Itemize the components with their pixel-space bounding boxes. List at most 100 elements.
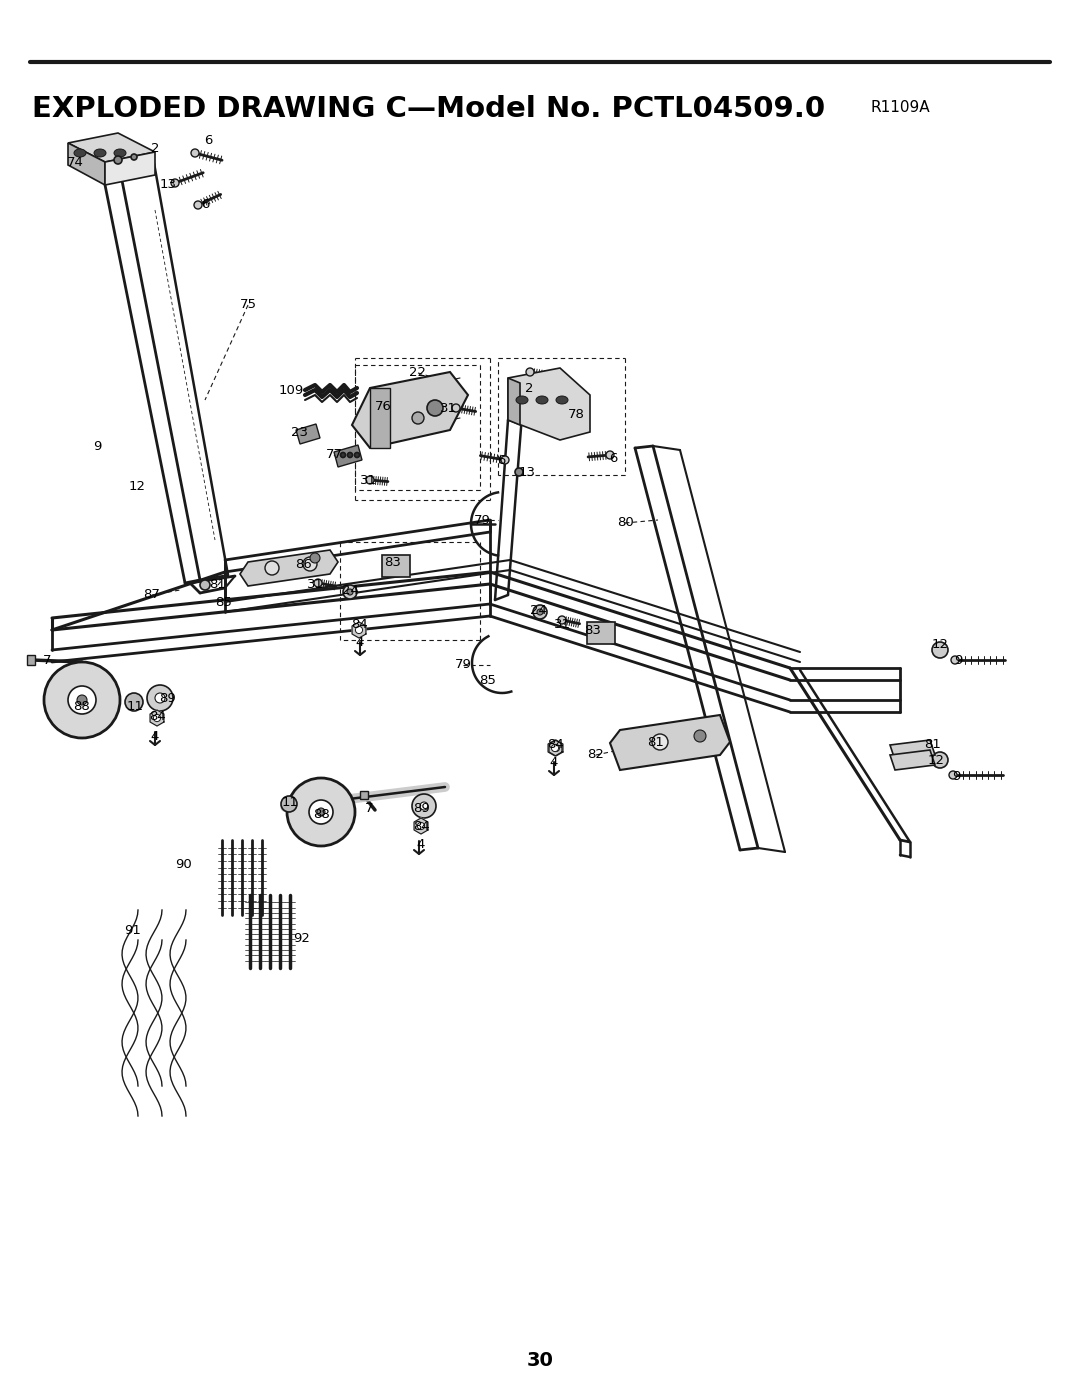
Text: 81: 81 — [648, 735, 664, 749]
Text: 4: 4 — [417, 838, 426, 852]
Polygon shape — [890, 750, 935, 770]
Text: 84: 84 — [548, 738, 565, 750]
Text: 91: 91 — [124, 923, 141, 936]
Polygon shape — [334, 446, 362, 467]
Circle shape — [951, 657, 959, 664]
Polygon shape — [508, 379, 519, 425]
Polygon shape — [240, 550, 338, 585]
Circle shape — [287, 778, 355, 847]
Text: 2: 2 — [525, 381, 534, 394]
Circle shape — [44, 662, 120, 738]
Circle shape — [427, 400, 443, 416]
Polygon shape — [610, 715, 730, 770]
Text: 31: 31 — [554, 617, 570, 630]
Circle shape — [652, 733, 669, 750]
Circle shape — [420, 802, 428, 810]
Text: 12: 12 — [928, 753, 945, 767]
Text: 2: 2 — [151, 141, 159, 155]
Circle shape — [694, 731, 706, 742]
Circle shape — [309, 800, 333, 824]
Text: EXPLODED DRAWING C—Model No. PCTL04509.0: EXPLODED DRAWING C—Model No. PCTL04509.0 — [32, 95, 825, 123]
Text: 6: 6 — [201, 198, 210, 211]
Text: 79: 79 — [473, 514, 490, 527]
Polygon shape — [352, 372, 468, 448]
Circle shape — [932, 643, 948, 658]
Polygon shape — [296, 425, 320, 444]
Circle shape — [156, 693, 165, 703]
Text: 77: 77 — [325, 448, 342, 461]
Circle shape — [318, 807, 325, 816]
Circle shape — [348, 453, 352, 457]
Text: 76: 76 — [375, 400, 391, 412]
Text: 88: 88 — [73, 700, 91, 714]
Circle shape — [114, 156, 122, 163]
Circle shape — [200, 580, 210, 590]
Circle shape — [194, 201, 202, 210]
Text: 4: 4 — [550, 757, 558, 770]
Circle shape — [417, 823, 424, 830]
Text: 7: 7 — [43, 654, 51, 666]
Circle shape — [606, 451, 615, 460]
Text: 84: 84 — [413, 820, 430, 833]
Circle shape — [347, 590, 353, 595]
Text: 13: 13 — [518, 465, 536, 479]
Circle shape — [303, 557, 318, 571]
Polygon shape — [352, 622, 366, 638]
Circle shape — [125, 693, 143, 711]
Text: 11: 11 — [126, 700, 144, 712]
Text: 78: 78 — [568, 408, 584, 422]
Text: 81: 81 — [924, 739, 942, 752]
Text: 7: 7 — [365, 802, 374, 814]
Text: 84: 84 — [352, 617, 368, 630]
Text: 90: 90 — [175, 859, 191, 872]
Ellipse shape — [94, 149, 106, 156]
Polygon shape — [890, 740, 935, 760]
Text: 74: 74 — [67, 156, 83, 169]
Polygon shape — [414, 819, 428, 834]
Circle shape — [354, 453, 360, 457]
Bar — [360, 791, 368, 799]
Circle shape — [147, 685, 173, 711]
Text: 6: 6 — [609, 453, 617, 465]
Circle shape — [411, 412, 424, 425]
Circle shape — [552, 745, 558, 752]
Ellipse shape — [536, 395, 548, 404]
Bar — [382, 555, 410, 577]
Text: 81: 81 — [210, 578, 227, 591]
Text: 22: 22 — [409, 366, 427, 380]
Text: 92: 92 — [294, 932, 310, 944]
Text: 75: 75 — [240, 299, 257, 312]
Circle shape — [552, 745, 559, 752]
Ellipse shape — [556, 395, 568, 404]
Circle shape — [949, 771, 957, 780]
Text: 12: 12 — [129, 481, 146, 493]
Text: 84: 84 — [150, 710, 166, 722]
Text: 30: 30 — [527, 1351, 553, 1369]
Text: 11: 11 — [282, 795, 298, 809]
Text: 4: 4 — [151, 729, 159, 742]
Text: 6: 6 — [204, 134, 212, 147]
Text: 12: 12 — [931, 637, 948, 651]
Circle shape — [411, 793, 436, 819]
Text: 23: 23 — [291, 426, 308, 439]
Text: 24: 24 — [341, 584, 359, 597]
Text: 9: 9 — [93, 440, 102, 453]
Bar — [588, 622, 615, 644]
Bar — [27, 655, 35, 665]
Text: 88: 88 — [312, 807, 329, 820]
Circle shape — [153, 714, 161, 722]
Circle shape — [343, 585, 357, 599]
Circle shape — [558, 616, 566, 624]
Ellipse shape — [516, 395, 528, 404]
Polygon shape — [508, 367, 590, 440]
Circle shape — [191, 149, 199, 156]
Circle shape — [526, 367, 534, 376]
Text: R1109A: R1109A — [870, 101, 930, 115]
Text: 109: 109 — [279, 384, 303, 397]
Polygon shape — [68, 142, 105, 184]
Circle shape — [515, 468, 523, 476]
Circle shape — [501, 455, 509, 464]
Polygon shape — [370, 388, 390, 448]
Text: 31: 31 — [440, 401, 457, 415]
Circle shape — [68, 686, 96, 714]
